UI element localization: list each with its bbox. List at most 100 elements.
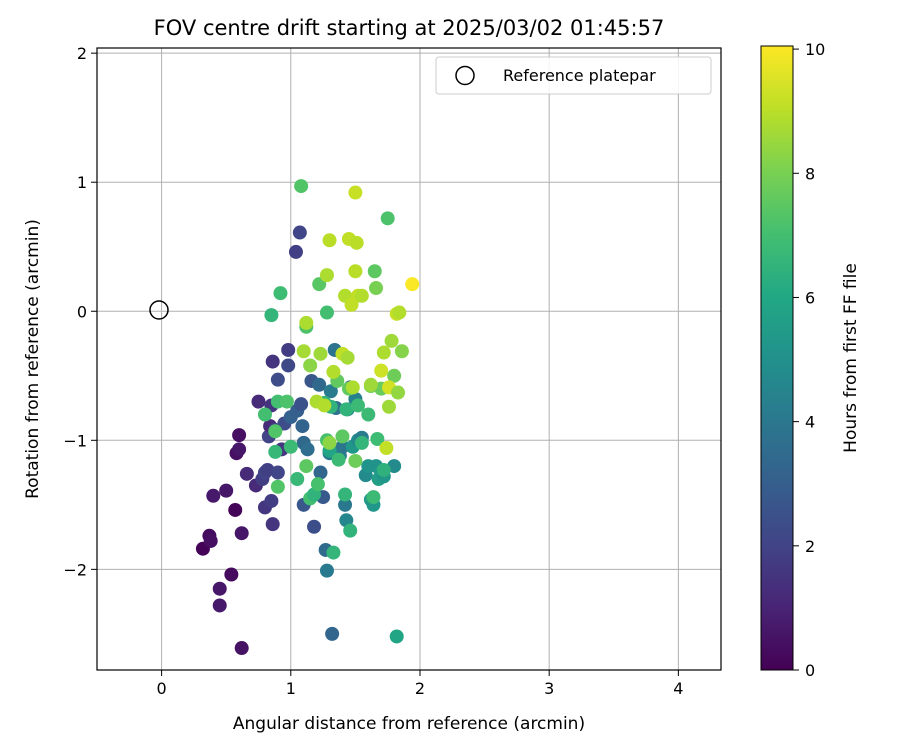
scatter-point [338, 497, 353, 512]
x-axis-ticks: 0 1 2 3 4 [157, 670, 683, 698]
scatter-point [345, 380, 360, 395]
plot-frame [96, 47, 722, 671]
scatter-point [349, 235, 364, 250]
y-tick-label: 0 [77, 302, 87, 321]
scatter-point [319, 563, 334, 578]
scatter-point [325, 626, 340, 641]
chart-title: FOV centre drift starting at 2025/03/02 … [154, 16, 665, 40]
scatter-point [257, 407, 272, 422]
scatter-point [319, 305, 334, 320]
legend-reference-icon [455, 65, 475, 86]
grid-lines [97, 48, 721, 670]
x-axis-label: Angular distance from reference (arcmin) [233, 714, 585, 734]
scatter-point [203, 533, 218, 548]
scatter-point [268, 424, 283, 439]
scatter-point [354, 288, 369, 303]
y-axis-label: Rotation from reference (arcmin) [23, 219, 43, 499]
x-tick-label: 4 [673, 679, 683, 698]
scatter-point [265, 517, 280, 532]
scatter-point [405, 277, 420, 292]
colorbar-tick-label: 8 [805, 164, 815, 183]
scatter-point [239, 466, 254, 481]
scatter-point [232, 428, 247, 443]
y-tick-label: −2 [63, 560, 87, 579]
scatter-point [323, 384, 338, 399]
legend: Reference platepar [435, 56, 712, 95]
y-tick-label: 1 [77, 173, 87, 192]
scatter-point [326, 545, 341, 560]
scatter-point [348, 185, 363, 200]
scatter-point [367, 264, 382, 279]
scatter-point [212, 581, 227, 596]
colorbar-tick-label: 4 [805, 413, 815, 432]
scatter-point [294, 179, 309, 194]
scatter-point [392, 305, 407, 320]
scatter-point [228, 502, 243, 517]
scatter-point [313, 346, 328, 361]
y-tick-label: −1 [63, 431, 87, 450]
scatter-point [310, 477, 325, 492]
colorbar-label: Hours from first FF file [841, 263, 861, 453]
legend-box [435, 56, 712, 95]
x-tick-label: 3 [544, 679, 554, 698]
scatter-point [251, 394, 266, 409]
colorbar-tick-label: 2 [805, 537, 815, 556]
scatter-point [317, 398, 332, 413]
x-tick-label: 2 [415, 679, 425, 698]
scatter-point [354, 435, 369, 450]
scatter-point [232, 442, 247, 457]
y-axis-ticks: −2 −1 0 1 2 [63, 44, 97, 579]
colorbar-tick-label: 10 [805, 40, 825, 59]
scatter-point [335, 429, 350, 444]
scatter-point [279, 394, 294, 409]
scatter-point [338, 487, 353, 502]
scatter-point [283, 439, 298, 454]
scatter-point [374, 363, 389, 378]
scatter-point [234, 641, 249, 656]
scatter-point [303, 358, 318, 373]
y-tick-label: 2 [77, 44, 87, 63]
scatter-point [299, 315, 314, 330]
scatter-point [391, 385, 406, 400]
scatter-point [376, 462, 391, 477]
scatter-point [312, 377, 327, 392]
scatter-point [389, 629, 404, 644]
scatter-point [361, 407, 376, 422]
scatter-point [339, 402, 354, 417]
scatter-point [299, 459, 314, 474]
scatter-point [363, 377, 378, 392]
scatter-point [273, 286, 288, 301]
scatter-point [370, 432, 385, 447]
scatter-point [264, 308, 279, 323]
scatter-point [350, 398, 365, 413]
colorbar-tick-label: 0 [805, 661, 815, 680]
scatter-point [296, 344, 311, 359]
scatter-point [384, 333, 399, 348]
scatter-point [292, 225, 307, 240]
scatter-point [265, 354, 280, 369]
scatter-point [313, 465, 328, 480]
scatter-point [270, 479, 285, 494]
reference-platepar-marker [149, 300, 169, 320]
scatter-point [387, 368, 402, 383]
scatter-point [322, 233, 337, 248]
scatter-point [331, 452, 346, 467]
scatter-point [394, 344, 409, 359]
scatter-point [206, 488, 221, 503]
scatter-point [281, 358, 296, 373]
legend-reference-label: Reference platepar [503, 66, 656, 85]
scatter-point [319, 268, 334, 283]
colorbar: 0 2 4 6 8 10 Hours from first FF file [760, 40, 861, 680]
scatter-point [288, 244, 303, 259]
scatter-point [376, 345, 391, 360]
scatter-point [326, 364, 341, 379]
scatter-point [348, 264, 363, 279]
scatter-point [294, 397, 309, 412]
scatter-point [307, 519, 322, 534]
scatter-point [300, 442, 315, 457]
colorbar-gradient [760, 45, 794, 671]
scatter-point [290, 472, 305, 487]
scatter-point [380, 211, 395, 226]
scatter-point [224, 567, 239, 582]
